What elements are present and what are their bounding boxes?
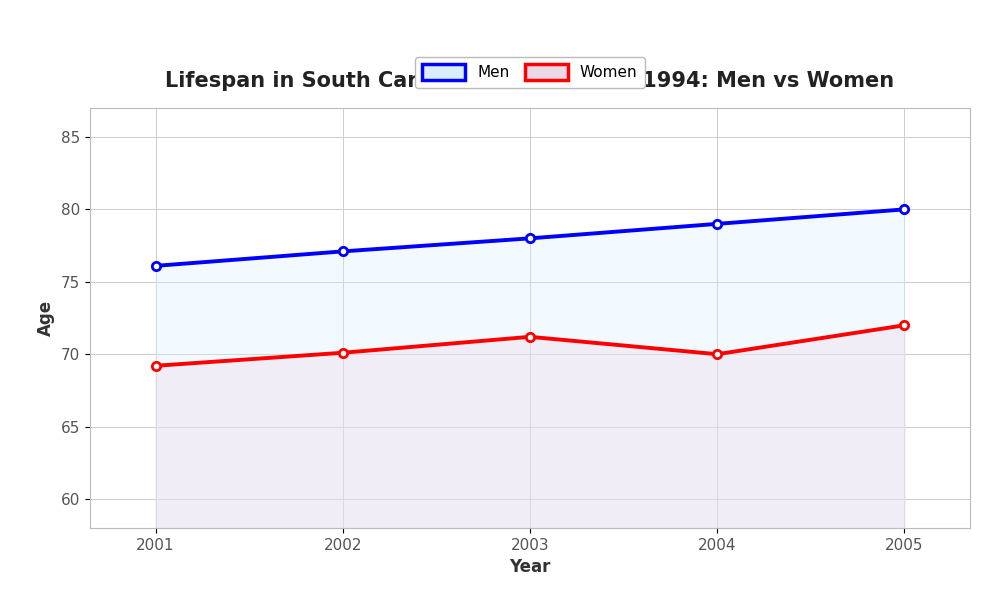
Y-axis label: Age: Age [37,300,55,336]
Title: Lifespan in South Carolina from 1964 to 1994: Men vs Women: Lifespan in South Carolina from 1964 to … [165,71,895,91]
X-axis label: Year: Year [509,558,551,576]
Legend: Men, Women: Men, Women [415,57,645,88]
